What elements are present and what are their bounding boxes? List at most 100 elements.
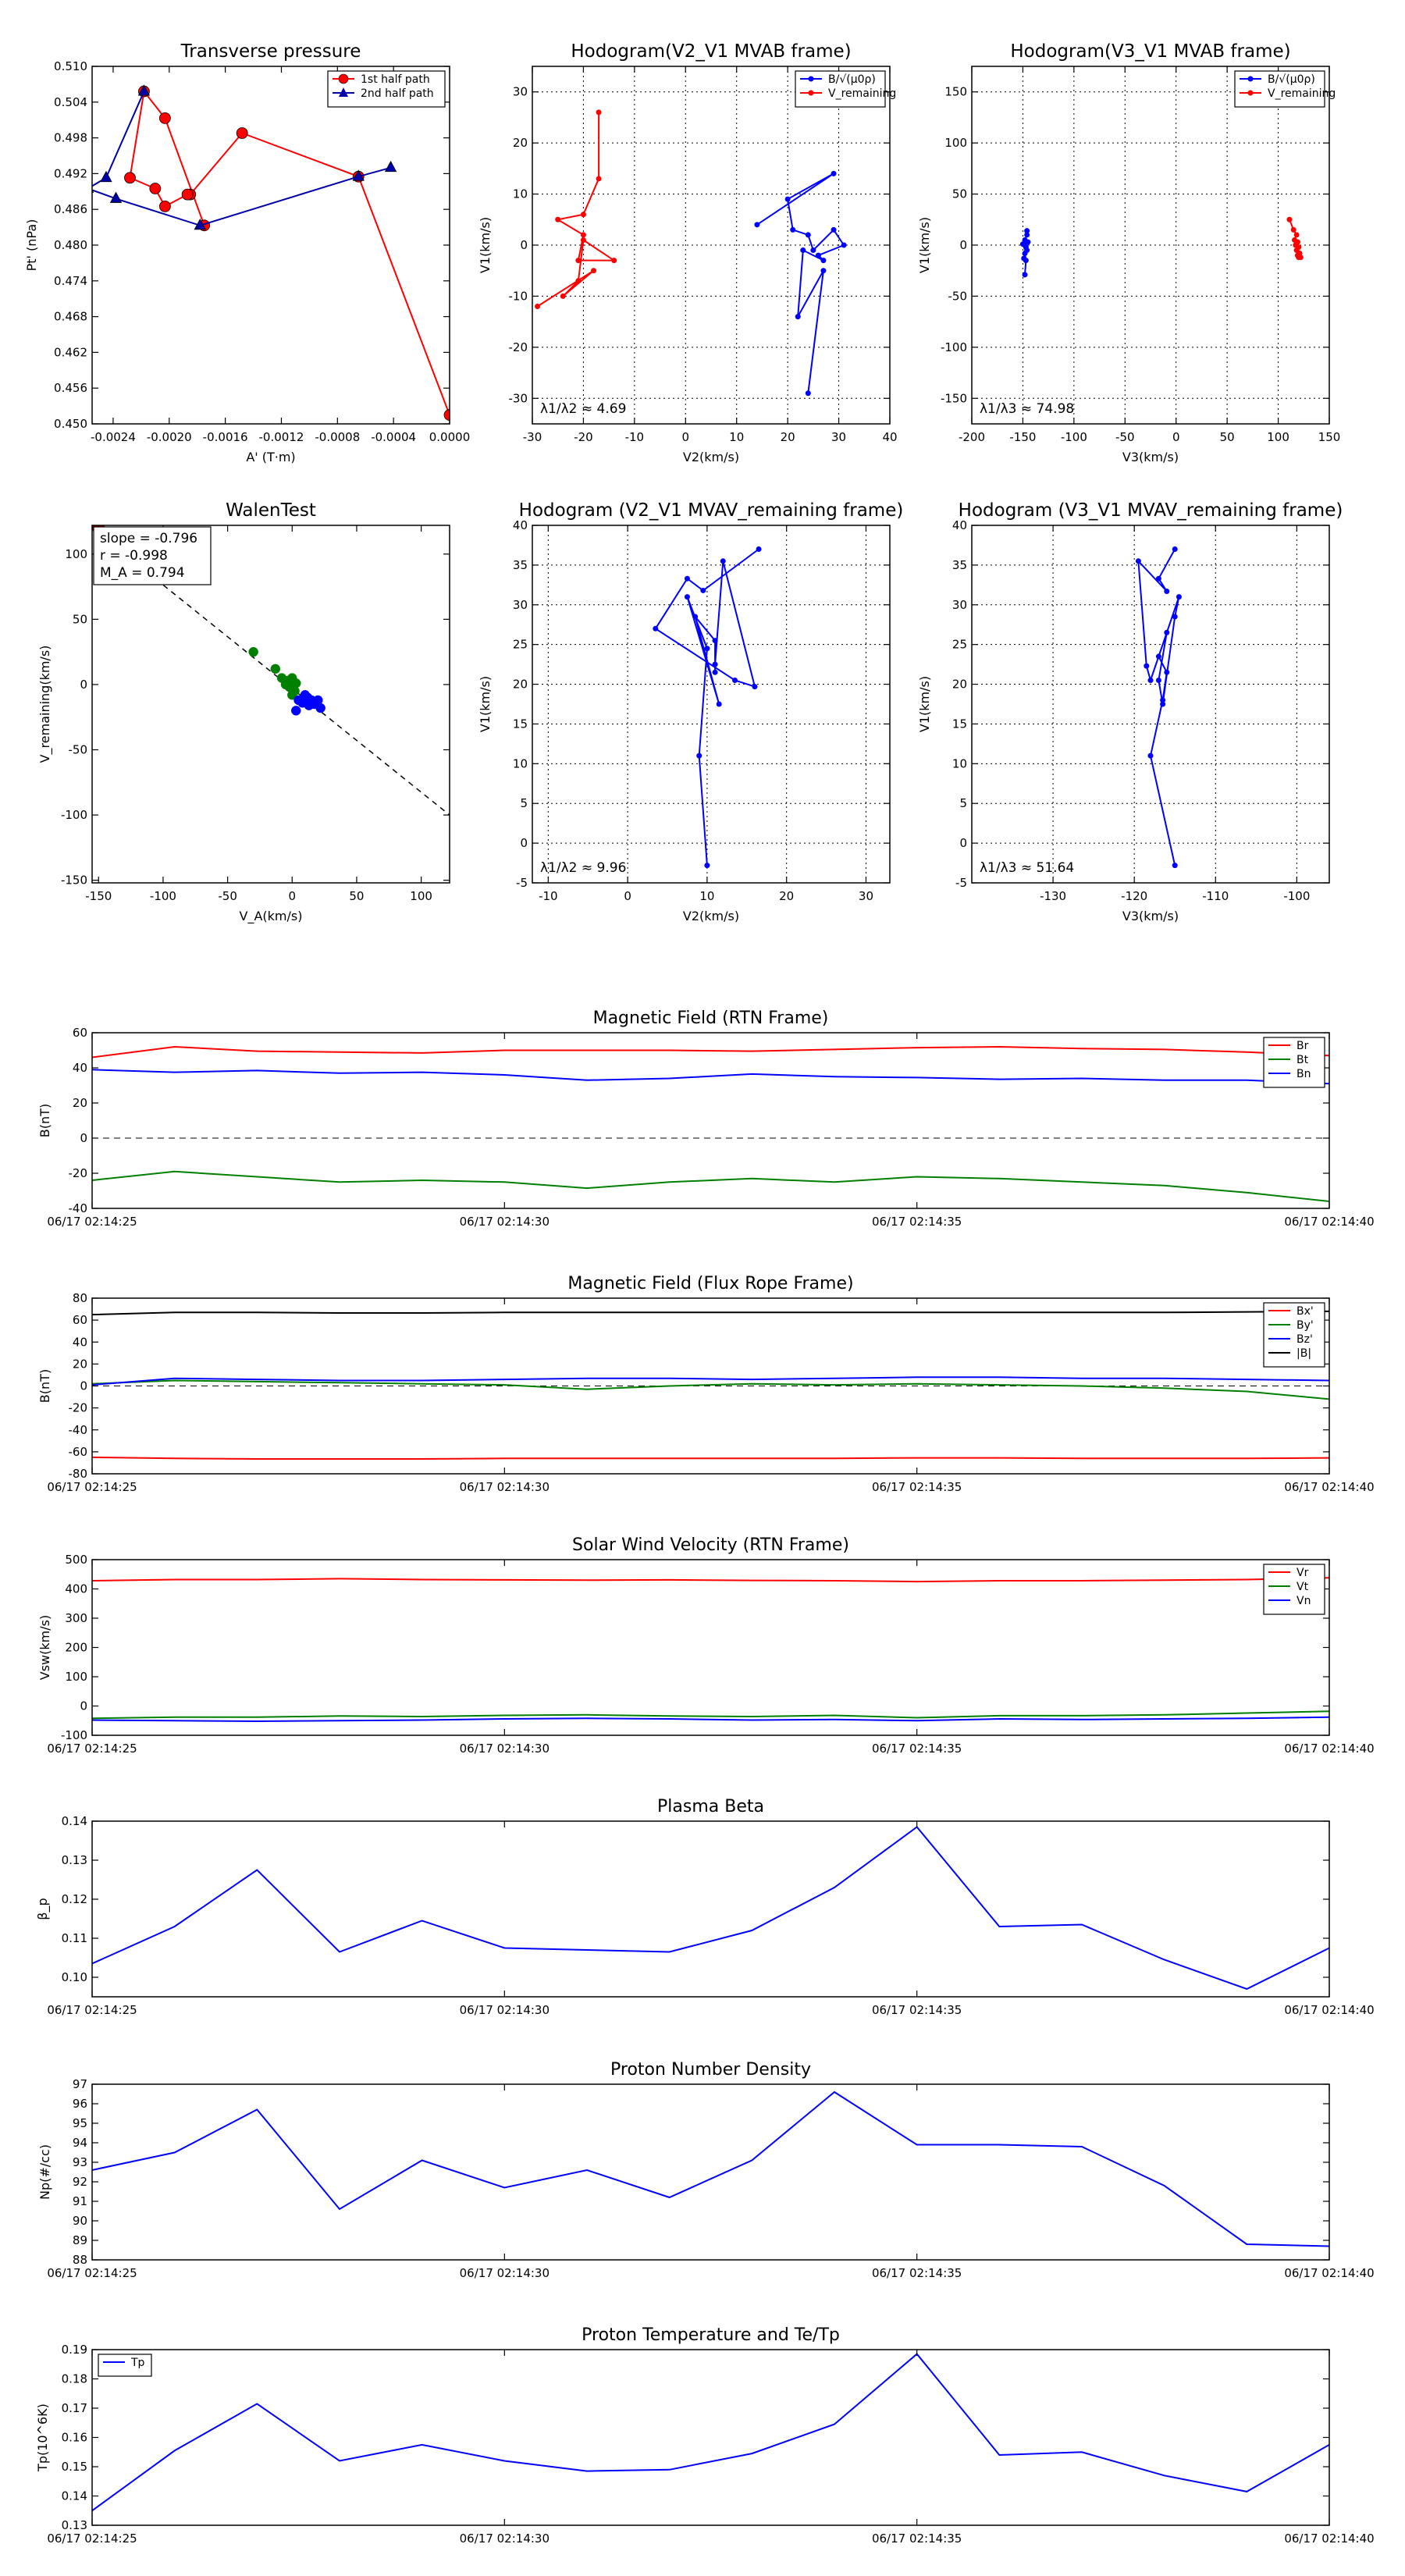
x-tick-label: 06/17 02:14:25 xyxy=(47,1742,137,1756)
data-point xyxy=(535,304,541,310)
lambda-annotation: λ1/λ3 ≈ 74.98 xyxy=(980,401,1074,417)
legend-marker xyxy=(808,90,814,96)
chart-h2: -200 -150 -100 -50 0 50 100 150 -150 -100 -50 0 50 10… xyxy=(917,41,1340,464)
legend-label: Bn xyxy=(1297,1068,1311,1080)
chart-tp: -0.0024 -0.0020 -0.0016 -0.0012 -0.0008 -0.00… xyxy=(24,41,470,464)
data-point xyxy=(692,614,699,620)
y-tick-label: 0.480 xyxy=(54,238,87,252)
legend-label: Vr xyxy=(1297,1567,1309,1579)
y-tick-label: 20 xyxy=(73,1357,87,1371)
x-tick-label: 06/17 02:14:25 xyxy=(47,1215,137,1229)
legend-label: Vn xyxy=(1297,1595,1311,1607)
x-tick-label: 0 xyxy=(624,889,631,903)
y-tick-label: -50 xyxy=(948,289,968,303)
series-v-remaining-line xyxy=(536,112,617,308)
y-axis-label: V_remaining(km/s) xyxy=(37,646,53,763)
y-tick-label: 0 xyxy=(80,1379,87,1393)
lambda-annotation: λ1/λ2 ≈ 9.96 xyxy=(540,860,626,876)
plot-area xyxy=(1135,546,1182,869)
y-tick-label: 0.468 xyxy=(54,310,87,324)
x-tick-label: 06/17 02:14:30 xyxy=(460,1215,550,1229)
y-tick-label: 50 xyxy=(952,187,967,201)
x-axis-label: V_A(km/s) xyxy=(240,909,303,924)
x-tick-label: -10 xyxy=(625,430,645,444)
x-tick-label: 06/17 02:14:40 xyxy=(1284,1742,1374,1756)
x-tick-label: 06/17 02:14:25 xyxy=(47,2003,137,2017)
legend-label: V_remaining xyxy=(1268,87,1336,100)
x-tick-label: -100 xyxy=(1283,889,1310,903)
axes-frame xyxy=(91,2349,1330,2526)
x-tick-label: 06/17 02:14:40 xyxy=(1284,2532,1374,2546)
y-tick-label: -50 xyxy=(69,743,88,757)
x-tick-label: 30 xyxy=(831,430,846,444)
x-tick-label: 06/17 02:14:40 xyxy=(1284,2003,1374,2017)
plot-area xyxy=(92,1310,1329,1460)
chart-density: 06/17 02:14:25 06/17 02:14:30 06/17 02:14:… xyxy=(37,2060,1375,2280)
x-tick-label: -0.0024 xyxy=(91,430,136,444)
x-tick-label: 150 xyxy=(1318,430,1341,444)
legend-label: Br xyxy=(1297,1040,1309,1052)
series-b-line xyxy=(1137,549,1180,866)
y-tick-label: 96 xyxy=(73,2097,87,2111)
plot-area xyxy=(92,1045,1329,1202)
y-tick-label: 5 xyxy=(520,796,528,810)
data-point xyxy=(1147,753,1154,759)
y-tick-label: 0.13 xyxy=(62,2518,87,2532)
series-vt-line xyxy=(92,1710,1329,1720)
axes-frame xyxy=(91,66,450,425)
x-axis-label: V3(km/s) xyxy=(1122,909,1179,923)
x-tick-label: 0 xyxy=(289,889,297,903)
y-tick-label: -100 xyxy=(61,1728,87,1742)
y-tick-label: 90 xyxy=(73,2214,87,2228)
data-point xyxy=(181,188,194,201)
y-tick-label: 0.510 xyxy=(54,59,87,73)
y-tick-label: 94 xyxy=(73,2136,87,2150)
x-tick-label: 06/17 02:14:30 xyxy=(460,1480,550,1494)
y-tick-label: 0.18 xyxy=(62,2372,87,2386)
legend-label: Bz' xyxy=(1297,1333,1313,1346)
data-point xyxy=(137,84,151,96)
data-point xyxy=(591,268,597,274)
y-tick-label: 15 xyxy=(513,717,528,731)
y-tick-label: 300 xyxy=(65,1611,87,1625)
data-point xyxy=(1164,629,1170,635)
data-point xyxy=(580,212,586,218)
data-point xyxy=(248,646,258,657)
x-tick-label: -100 xyxy=(1061,430,1087,444)
x-tick-label: 06/17 02:14:35 xyxy=(872,1215,962,1229)
x-tick-label: -0.0012 xyxy=(259,430,304,444)
x-tick-label: 100 xyxy=(1267,430,1289,444)
chart-walen: -150 -100 -50 0 50 100 -150 -100 -50 0 50 100 WalenT… xyxy=(37,500,450,924)
legend-marker xyxy=(338,73,349,84)
data-point xyxy=(1147,677,1154,683)
x-tick-label: 20 xyxy=(781,430,795,444)
y-axis-label: V1(km/s) xyxy=(917,217,932,273)
y-tick-label: 20 xyxy=(513,136,528,150)
x-tick-label: 50 xyxy=(1220,430,1235,444)
series-vr-line xyxy=(92,1577,1329,1583)
data-point xyxy=(1144,663,1150,669)
series-beta-line xyxy=(92,1826,1329,1991)
y-tick-label: 60 xyxy=(73,1313,87,1327)
data-point xyxy=(287,690,297,700)
y-tick-label: 0 xyxy=(80,678,87,692)
y-tick-label: 0.474 xyxy=(54,274,87,288)
y-tick-label: 0.11 xyxy=(62,1931,87,1945)
y-tick-label: 0.17 xyxy=(62,2401,87,2415)
legend: Vr Vt Vn xyxy=(1263,1564,1325,1615)
legend-marker xyxy=(1247,76,1254,82)
data-point xyxy=(290,706,301,716)
x-axis-label: V2(km/s) xyxy=(683,909,739,923)
y-tick-label: 100 xyxy=(65,1670,87,1684)
y-tick-label: 30 xyxy=(513,598,528,612)
legend-label: 2nd half path xyxy=(361,87,434,100)
data-point xyxy=(596,109,602,116)
y-axis-label: V1(km/s) xyxy=(478,676,493,732)
data-point xyxy=(158,112,171,124)
data-point xyxy=(580,237,586,243)
plot-area xyxy=(653,546,762,869)
data-point xyxy=(384,160,397,173)
y-tick-label: 0.456 xyxy=(54,381,87,395)
y-tick-label: 10 xyxy=(513,756,528,770)
chart-title: Proton Temperature and Te/Tp xyxy=(582,2325,840,2345)
